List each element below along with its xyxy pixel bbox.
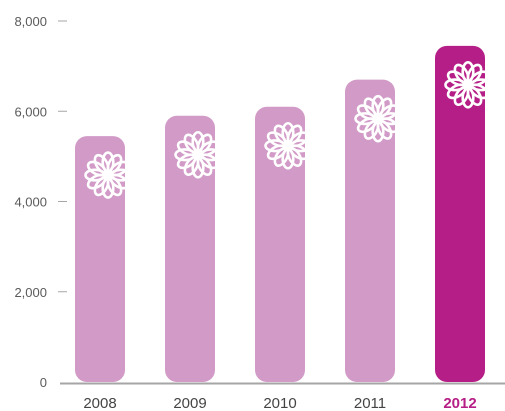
y-tick-label: 4,000: [14, 195, 47, 210]
y-axis: 0 2,000 4,000 6,000 8,000: [14, 14, 67, 390]
bar-rect: [165, 115, 215, 382]
bar-rect: [345, 79, 395, 382]
y-tick-label: 6,000: [14, 104, 47, 119]
x-tick-label: 2012: [443, 395, 476, 411]
bar-2009: [165, 115, 215, 382]
bar-2008: [75, 136, 125, 382]
bars-group: [75, 45, 485, 383]
bar-rect: [435, 45, 485, 382]
bar-rect: [255, 106, 305, 383]
x-tick-label: 2008: [83, 395, 116, 411]
x-tick-label: 2009: [173, 395, 206, 411]
daisy-flower-icon: [444, 61, 485, 109]
x-tick-label: 2011: [354, 395, 386, 411]
y-tick-label: 2,000: [14, 285, 47, 300]
y-tick-label: 0: [40, 375, 47, 390]
y-tick-label: 8,000: [14, 14, 47, 29]
daisy-flower-icon: [84, 151, 125, 199]
x-axis-labels: 2008 2009 2010 2011 2012: [83, 395, 476, 411]
bar-2012: [435, 45, 485, 382]
daisy-flower-icon: [354, 94, 395, 143]
daisy-flower-icon: [174, 130, 215, 179]
daisy-flower-icon: [264, 121, 305, 170]
x-tick-label: 2010: [263, 395, 296, 411]
bar-2010: [255, 106, 305, 383]
bar-2011: [345, 79, 395, 382]
bar-rect: [75, 136, 125, 382]
